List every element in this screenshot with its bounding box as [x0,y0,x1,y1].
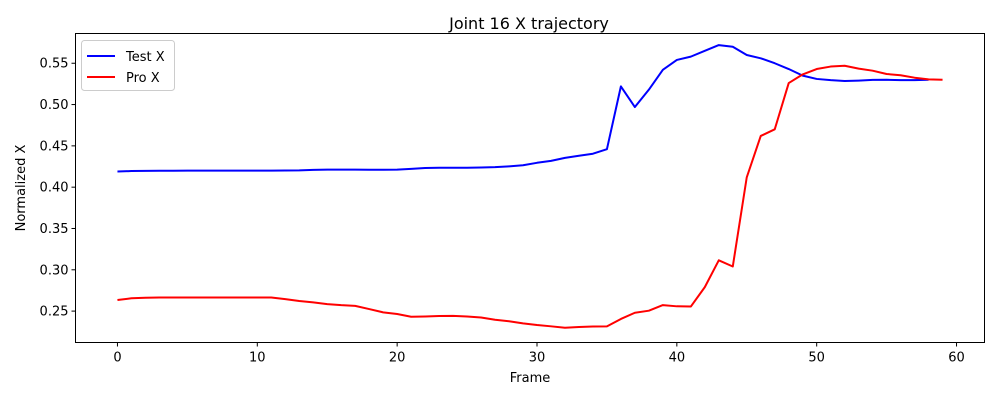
x-tick-label: 30 [529,351,546,366]
legend: Test X Pro X [81,40,175,91]
y-tick-label: 0.40 [40,181,69,196]
y-tick-label: 0.25 [40,305,69,320]
x-tick-label: 50 [808,351,825,366]
y-tick-label: 0.35 [40,222,69,237]
plot-area [117,44,943,329]
legend-label-test-x: Test X [125,50,165,65]
legend-label-pro-x: Pro X [126,71,160,86]
series-line-test-x [117,44,929,173]
y-tick-label: 0.50 [40,98,69,113]
x-tick-label: 10 [249,351,266,366]
x-tick-label: 20 [389,351,406,366]
chart-title: Joint 16 X trajectory [448,14,609,33]
x-tick-label: 60 [948,351,965,366]
plot-frame [75,33,985,343]
y-tick-label: 0.55 [40,57,69,72]
x-tick-label: 40 [669,351,686,366]
y-tick-label: 0.45 [40,139,69,154]
y-tick-label: 0.30 [40,263,69,278]
y-axis: 0.25 0.30 0.35 0.40 0.45 0.50 0.55 [40,57,76,320]
x-axis: 0 10 20 30 40 50 60 [113,342,965,366]
x-axis-label: Frame [510,371,551,386]
series-line-pro-x [117,64,943,329]
x-tick-label: 0 [113,351,121,366]
y-axis-label: Normalized X [14,145,29,232]
